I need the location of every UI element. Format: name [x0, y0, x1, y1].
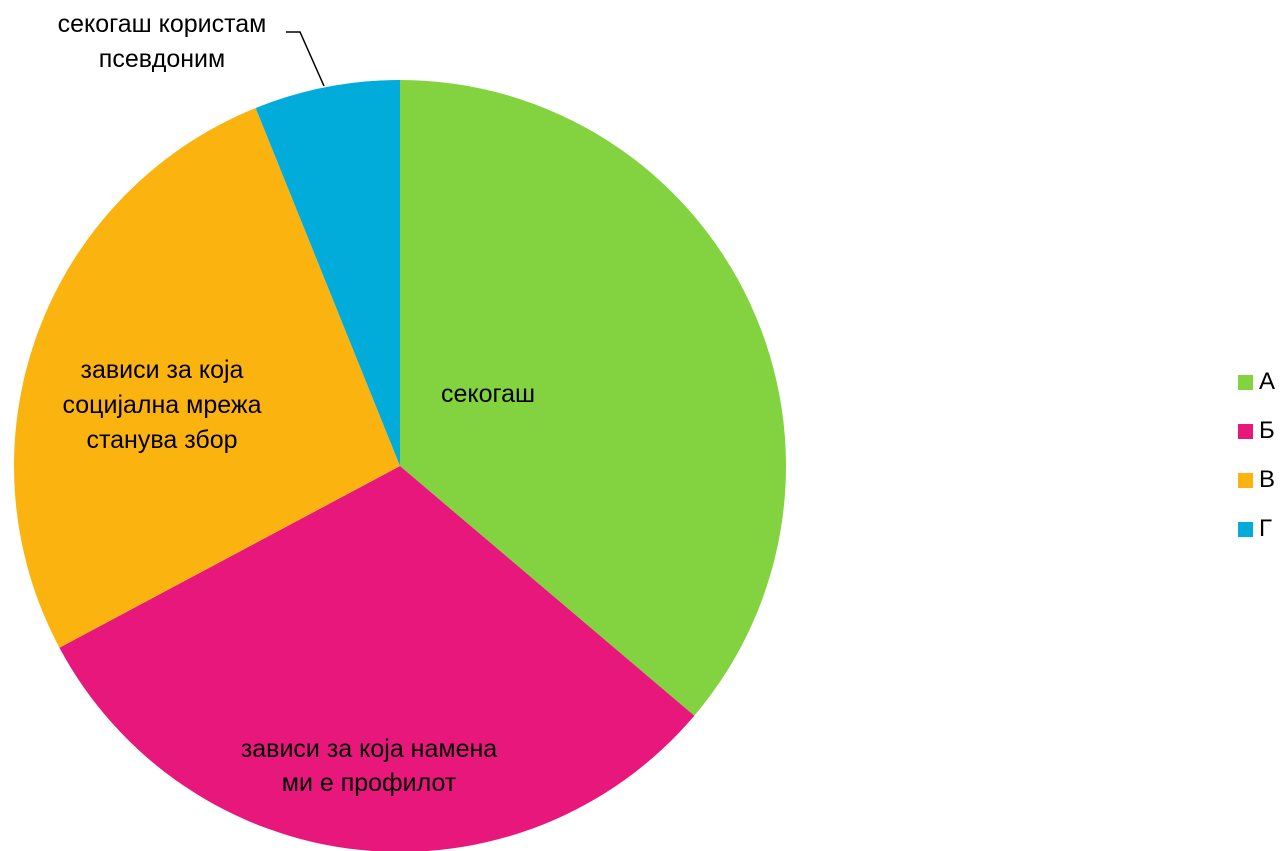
legend-swatch-3 — [1238, 473, 1253, 488]
legend-swatch-1 — [1238, 375, 1253, 390]
slice-labels: секогаш зависи за која намена ми е профило… — [58, 10, 535, 797]
pie-slice-2 — [59, 466, 695, 851]
legend-label-3: В — [1259, 466, 1275, 493]
legend-swatch-2 — [1238, 424, 1253, 439]
legend-swatch-4 — [1238, 522, 1253, 537]
pie-slice-3 — [13, 108, 400, 648]
legend-label-1: А — [1259, 368, 1275, 395]
leader-line-4 — [286, 31, 325, 87]
leader-lines — [286, 31, 325, 87]
slice-label-1: секогаш — [441, 380, 535, 408]
pie-slice-4 — [255, 80, 400, 466]
slice-label-4: секогаш користам псевдоним — [58, 10, 267, 73]
slice-label-3: зависи за која социјална мрежа станува збо… — [62, 356, 261, 454]
pie-slices — [13, 80, 786, 851]
pie-slice-1 — [400, 80, 786, 716]
legend-label-4: Г — [1259, 515, 1272, 542]
slice-label-2: зависи за која намена ми е профилот — [241, 735, 497, 797]
legend-label-2: Б — [1259, 417, 1275, 444]
